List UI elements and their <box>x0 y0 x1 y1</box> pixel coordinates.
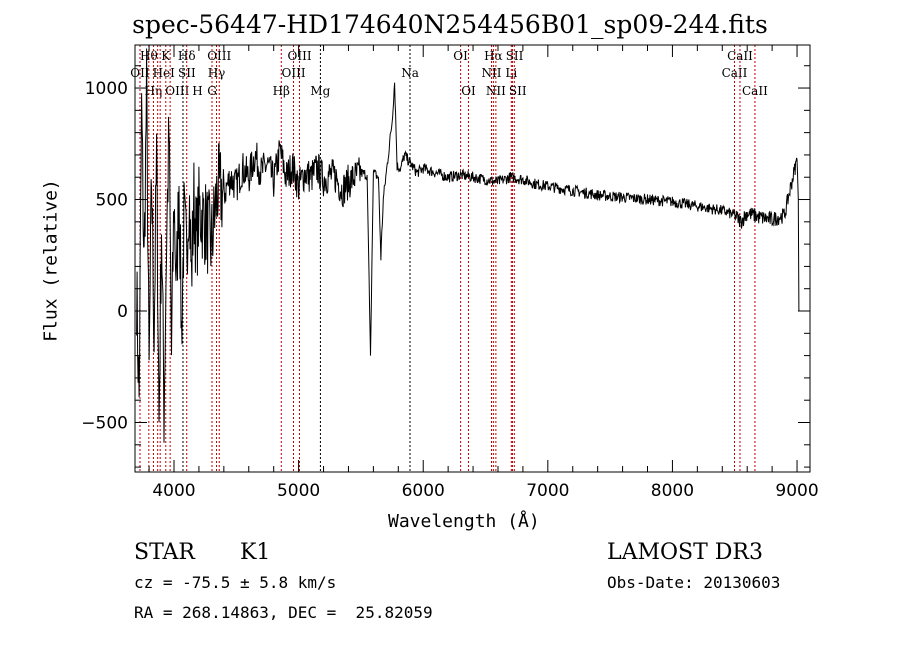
spectrum-line <box>136 48 800 443</box>
spectral-line-label: SII <box>509 84 527 98</box>
spectral-line-label: CaII <box>722 66 748 80</box>
y-axis-label: Flux (relative) <box>40 179 62 342</box>
x-tick-label: 9000 <box>775 481 818 501</box>
spectral-line-label: Li <box>505 66 517 80</box>
x-tick-label: 8000 <box>651 481 694 501</box>
spectral-line-label: OI <box>453 49 468 63</box>
y-tick-label: −500 <box>81 413 128 433</box>
spectral-line-label: Mg <box>310 84 330 98</box>
y-tick-label: 500 <box>96 191 128 211</box>
x-tick-label: 5000 <box>277 481 320 501</box>
spectral-line-label: OIII <box>288 49 312 63</box>
spectral-line-label: CaII <box>742 84 768 98</box>
spectral-line-label: HeI <box>153 66 176 80</box>
chart-title: spec-56447-HD174640N254456B01_sp09-244.f… <box>132 10 768 39</box>
spectral-line-label: G <box>207 84 217 98</box>
spectral-line-label: Hθ <box>140 49 158 63</box>
redshift-cz: cz = -75.5 ± 5.8 km/s <box>134 573 337 592</box>
spectral-line-label: Na <box>401 66 419 80</box>
survey-name: LAMOST DR3 <box>607 540 763 565</box>
x-axis-label: Wavelength (Å) <box>388 511 540 532</box>
spectral-line-label: Hγ <box>208 66 226 80</box>
spectral-line-label: Hβ <box>273 84 290 98</box>
spectral-line-label: OIII <box>282 66 306 80</box>
spectral-line-label: Hα <box>484 49 503 63</box>
y-tick-label: 0 <box>117 302 128 322</box>
spectral-line-label: OI <box>461 84 476 98</box>
spectral-line-label: CaII <box>727 49 753 63</box>
spectral-line-label: Hδ <box>178 49 196 63</box>
spectral-line-label: K <box>161 49 171 63</box>
plot-frame <box>134 44 811 473</box>
object-subclass: K1 <box>240 540 271 565</box>
x-tick-label: 4000 <box>152 481 195 501</box>
spectral-line-label: OIII <box>207 49 231 63</box>
spectral-line-label: OIII <box>165 84 189 98</box>
x-tick-label: 6000 <box>402 481 445 501</box>
y-tick-label: 1000 <box>85 79 128 99</box>
object-class: STAR <box>134 540 195 565</box>
spectral-line-label: NII <box>486 84 506 98</box>
spectral-line-label: H <box>192 84 202 98</box>
x-tick-label: 7000 <box>526 481 569 501</box>
obs-date: Obs-Date: 20130603 <box>607 573 781 592</box>
spectral-line-label: NII <box>482 66 502 80</box>
spectral-line-label: SII <box>506 49 524 63</box>
ra-dec: RA = 268.14863, DEC = 25.82059 <box>134 603 433 622</box>
